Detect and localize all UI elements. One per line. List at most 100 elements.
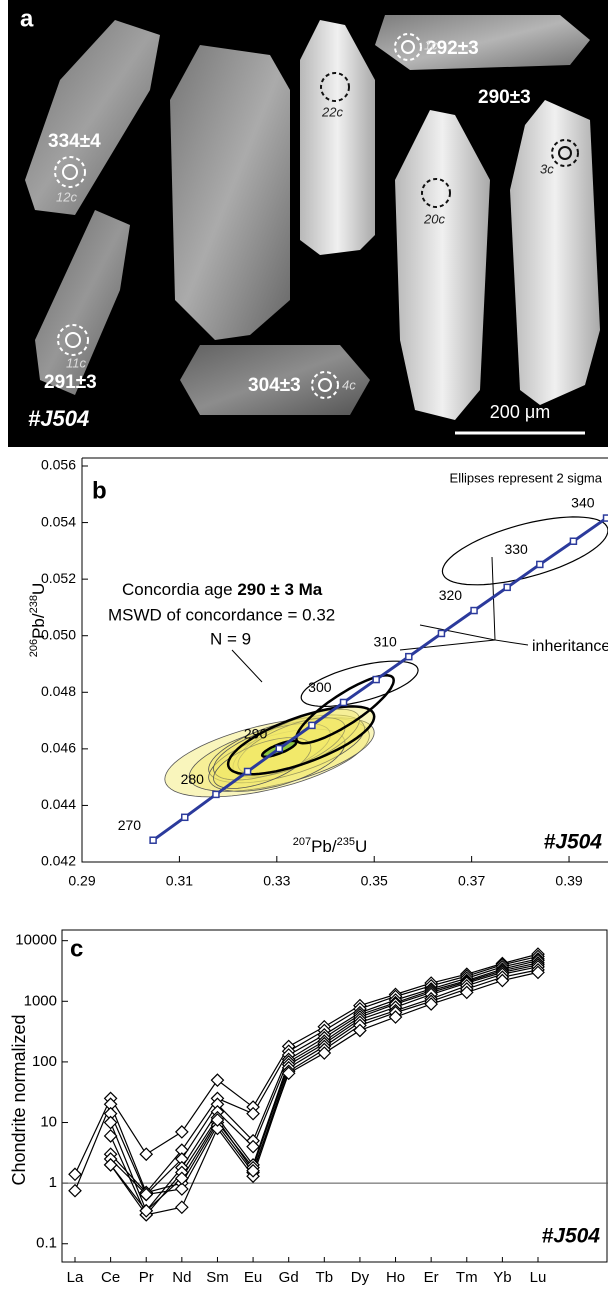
spot-label: 1c: [424, 37, 438, 52]
spot: [551, 139, 579, 167]
y-tick-label: 10: [40, 1113, 57, 1130]
label-part: 206: [28, 639, 40, 657]
label-part: U: [355, 837, 367, 856]
spots: [54, 33, 579, 399]
marker: [210, 1113, 225, 1127]
y-axis-label: 206Pb/238U: [28, 583, 49, 658]
y-tick-label: 100: [32, 1053, 57, 1070]
y-tick-label: 0.050: [41, 626, 76, 642]
marker: [495, 973, 510, 988]
zircon: [300, 20, 375, 255]
x-tick-label: 0.35: [361, 873, 388, 889]
x-tick-label: 0.29: [68, 873, 95, 889]
annotation: inheritance: [532, 638, 608, 655]
age-label: 330: [504, 541, 528, 557]
spot: [318, 378, 332, 392]
age-label: 270: [118, 817, 142, 833]
leader-lines: [231, 556, 529, 683]
age-marker: [275, 744, 283, 753]
y-tick-label: 0.054: [41, 513, 76, 529]
x-tick-label: Tb: [316, 1269, 334, 1286]
marker: [139, 1187, 154, 1202]
panel-c: c #J504 Chondrite normalized La Ce Pr Nd Sm E…: [9, 929, 608, 1286]
x-tick-label: 0.39: [555, 873, 582, 889]
scale-label: 200 μm: [490, 402, 550, 422]
label-part: 238: [28, 595, 40, 613]
plot-area: 270 280 290 300 310 320 330 340: [118, 495, 608, 844]
age-label: 310: [373, 633, 397, 649]
spot: [65, 332, 81, 348]
annotation: Concordia age: [122, 580, 233, 599]
age-label: 340: [571, 495, 595, 511]
x-tick-label: Ce: [101, 1269, 120, 1286]
age-label: 280: [181, 771, 205, 787]
marker: [174, 1171, 189, 1186]
spot-label: 3c: [540, 161, 554, 176]
age-marker: [470, 606, 478, 615]
series-group: [68, 947, 545, 1222]
age-marker: [181, 813, 189, 822]
annotation: N = 9: [210, 629, 251, 648]
plot-area: La Ce Pr Nd Sm Eu Gd Tb Dy Ho Er Tm Yb Lu 0.1 1 10 100 100…: [15, 932, 608, 1286]
axes-frame: [61, 929, 608, 1263]
x-tick-label: Eu: [244, 1269, 262, 1286]
age-label: 320: [439, 587, 463, 603]
marker: [174, 1200, 189, 1215]
spot-label: 22c: [321, 104, 343, 119]
panel-letter: a: [20, 5, 34, 32]
series-line: [110, 959, 539, 1212]
marker: [103, 1158, 118, 1172]
x-tick-label: Ho: [386, 1269, 405, 1286]
spot: [401, 40, 415, 54]
axes-frame: [81, 458, 608, 863]
zircon: [25, 20, 160, 215]
series-line: [110, 971, 539, 1212]
marker: [424, 997, 439, 1011]
spot: [320, 72, 350, 102]
marker: [388, 1010, 403, 1024]
label-part: Pb/: [311, 837, 337, 856]
age-marker: [536, 560, 544, 569]
spot: [311, 371, 339, 399]
annotation: 290 ± 3 Ma: [237, 580, 322, 599]
y-tick-label: 0.056: [41, 457, 76, 473]
age-marker: [149, 836, 157, 844]
marker: [317, 1046, 332, 1060]
spot: [54, 156, 86, 188]
series-line: [110, 969, 539, 1216]
age-label: 300: [308, 679, 332, 695]
label-part: Pb/: [29, 613, 48, 639]
age-marker: [212, 790, 220, 799]
age-label: 290: [244, 725, 268, 741]
marker: [210, 1121, 225, 1136]
marker: [281, 1066, 296, 1081]
x-tick-label: Yb: [493, 1269, 511, 1286]
marker: [139, 1203, 154, 1218]
y-tick-label: 1: [49, 1174, 57, 1191]
label-part: 235: [337, 836, 355, 848]
spot-label: 11c: [66, 355, 86, 370]
x-tick-label: 0.33: [263, 873, 290, 889]
marker: [210, 1073, 225, 1087]
marker: [68, 1183, 82, 1198]
y-tick-label: 0.042: [41, 853, 76, 869]
marker: [174, 1125, 189, 1139]
x-tick-label: Tm: [456, 1269, 478, 1286]
leader-line: [491, 556, 529, 646]
spot: [558, 146, 572, 160]
panel-letter: b: [92, 477, 107, 504]
x-tick-label: Sm: [206, 1269, 229, 1286]
marker: [103, 1129, 118, 1143]
spot: [62, 164, 78, 180]
age-marker: [339, 698, 348, 707]
y-tick-label: 10000: [15, 932, 57, 949]
marker: [174, 1182, 189, 1196]
age-marker: [503, 583, 511, 592]
age-marker: [569, 537, 578, 545]
zircon: [510, 100, 600, 405]
age-marker: [308, 721, 316, 730]
x-tick-label: Er: [424, 1269, 439, 1286]
label-part: 207: [293, 836, 311, 848]
panel-a: a 334±4 291±3 304±3 292±3 290±3 12c 11c …: [8, 0, 608, 447]
